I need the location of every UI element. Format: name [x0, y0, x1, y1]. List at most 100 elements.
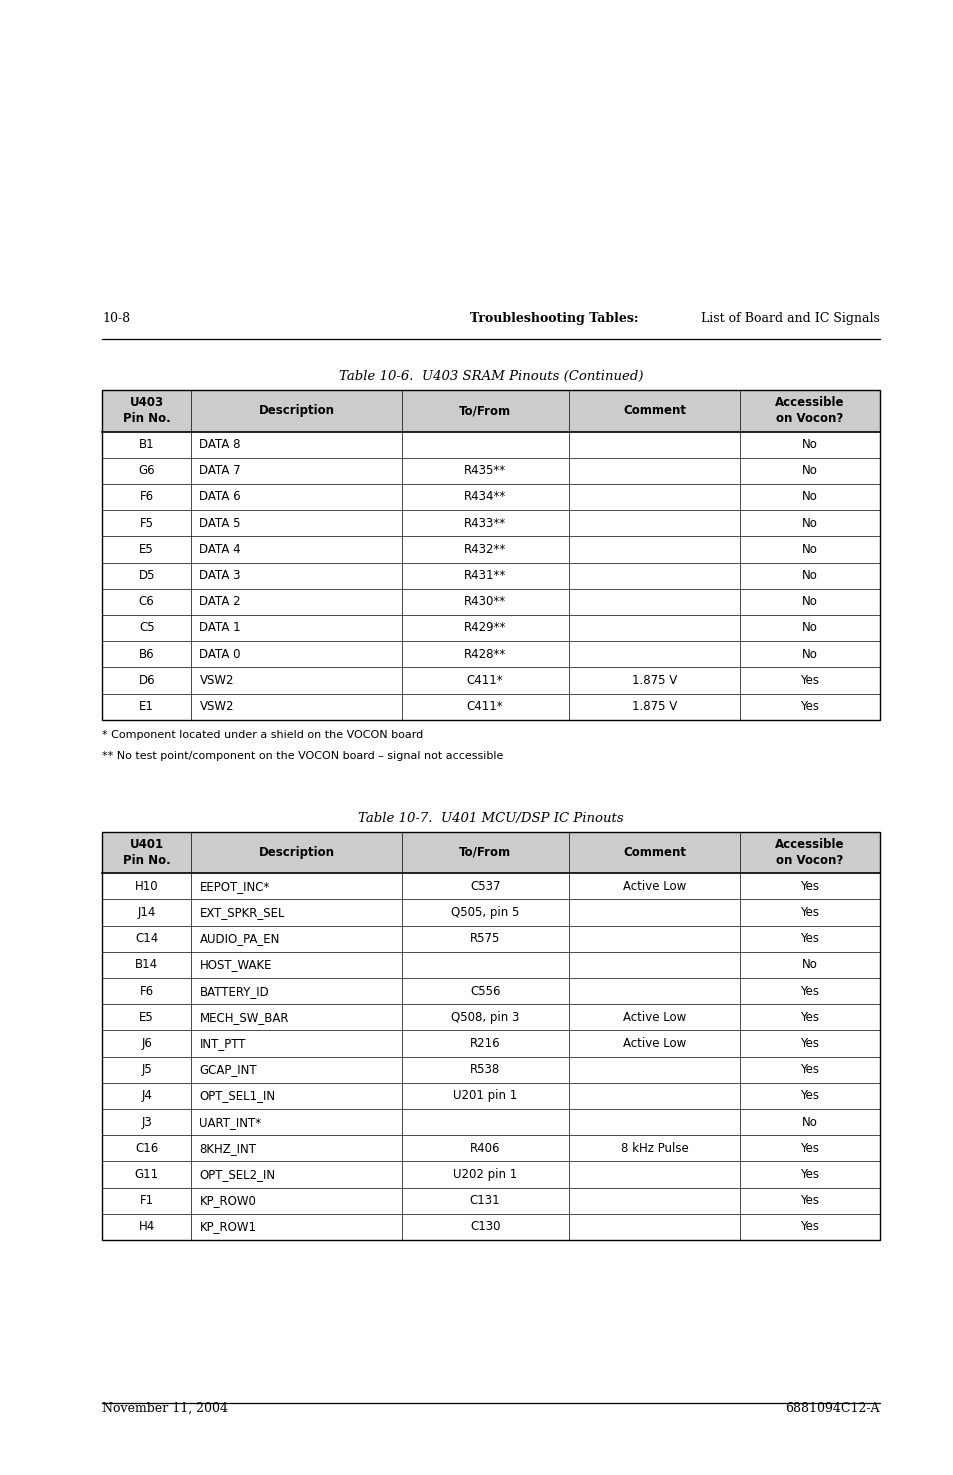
Text: No: No [801, 1115, 817, 1128]
Text: U201 pin 1: U201 pin 1 [453, 1090, 517, 1102]
Text: B14: B14 [135, 959, 158, 972]
Text: DATA 2: DATA 2 [199, 596, 241, 608]
Text: J3: J3 [141, 1115, 152, 1128]
Text: No: No [801, 621, 817, 634]
Text: Yes: Yes [800, 701, 819, 712]
Text: Comment: Comment [622, 404, 685, 417]
Text: EEPOT_INC*: EEPOT_INC* [199, 879, 270, 892]
Text: R216: R216 [470, 1037, 500, 1050]
Text: R430**: R430** [463, 596, 506, 608]
Text: H10: H10 [134, 879, 158, 892]
Text: OPT_SEL2_IN: OPT_SEL2_IN [199, 1168, 275, 1181]
Text: Comment: Comment [622, 847, 685, 858]
Text: No: No [801, 569, 817, 583]
Text: Table 10-6.  U403 SRAM Pinouts (Continued): Table 10-6. U403 SRAM Pinouts (Continued… [338, 370, 642, 384]
Text: B6: B6 [139, 648, 154, 661]
Text: No: No [801, 596, 817, 608]
Text: DATA 6: DATA 6 [199, 491, 241, 503]
Text: No: No [801, 491, 817, 503]
Text: DATA 1: DATA 1 [199, 621, 241, 634]
Text: OPT_SEL1_IN: OPT_SEL1_IN [199, 1090, 275, 1102]
Text: C556: C556 [470, 985, 500, 997]
Text: C537: C537 [470, 879, 500, 892]
Text: R429**: R429** [463, 621, 506, 634]
Text: No: No [801, 648, 817, 661]
Text: E5: E5 [139, 543, 154, 556]
Text: Yes: Yes [800, 932, 819, 945]
Text: J4: J4 [141, 1090, 152, 1102]
Bar [102, 832, 879, 873]
Text: List of Board and IC Signals: List of Board and IC Signals [697, 313, 879, 324]
Text: DATA 8: DATA 8 [199, 438, 241, 451]
Text: Q505, pin 5: Q505, pin 5 [451, 906, 518, 919]
Text: Yes: Yes [800, 1195, 819, 1207]
Text: AUDIO_PA_EN: AUDIO_PA_EN [199, 932, 279, 945]
Text: R406: R406 [470, 1142, 500, 1155]
Text: E5: E5 [139, 1010, 154, 1024]
Text: EXT_SPKR_SEL: EXT_SPKR_SEL [199, 906, 285, 919]
Text: No: No [801, 438, 817, 451]
Text: DATA 3: DATA 3 [199, 569, 241, 583]
Text: 8 kHz Pulse: 8 kHz Pulse [619, 1142, 687, 1155]
Text: To/From: To/From [458, 847, 511, 858]
Text: 1.875 V: 1.875 V [631, 674, 677, 687]
Text: J5: J5 [141, 1063, 152, 1077]
Text: D5: D5 [138, 569, 154, 583]
Text: R434**: R434** [463, 491, 506, 503]
Text: GCAP_INT: GCAP_INT [199, 1063, 256, 1077]
Text: 6881094C12-A: 6881094C12-A [784, 1403, 879, 1415]
Text: To/From: To/From [458, 404, 511, 417]
Text: Yes: Yes [800, 985, 819, 997]
Text: C130: C130 [470, 1220, 500, 1233]
Text: U202 pin 1: U202 pin 1 [453, 1168, 517, 1181]
Text: DATA 7: DATA 7 [199, 465, 241, 478]
Text: R432**: R432** [463, 543, 506, 556]
Text: Yes: Yes [800, 1142, 819, 1155]
Text: Q508, pin 3: Q508, pin 3 [451, 1010, 518, 1024]
Text: Yes: Yes [800, 879, 819, 892]
Text: KP_ROW1: KP_ROW1 [199, 1220, 256, 1233]
Text: Table 10-7.  U401 MCU/DSP IC Pinouts: Table 10-7. U401 MCU/DSP IC Pinouts [357, 811, 623, 825]
Text: U403
Pin No.: U403 Pin No. [123, 397, 171, 425]
Text: * Component located under a shield on the VOCON board: * Component located under a shield on th… [102, 730, 423, 739]
Text: Active Low: Active Low [622, 1010, 685, 1024]
Text: KP_ROW0: KP_ROW0 [199, 1195, 256, 1207]
Text: VSW2: VSW2 [199, 674, 233, 687]
Text: MECH_SW_BAR: MECH_SW_BAR [199, 1010, 289, 1024]
Text: DATA 0: DATA 0 [199, 648, 241, 661]
Text: F5: F5 [139, 516, 153, 530]
Text: ** No test point/component on the VOCON board – signal not accessible: ** No test point/component on the VOCON … [102, 751, 503, 761]
Text: C131: C131 [470, 1195, 500, 1207]
Text: J14: J14 [137, 906, 155, 919]
Text: U401
Pin No.: U401 Pin No. [123, 838, 171, 867]
Text: F1: F1 [139, 1195, 153, 1207]
Text: Description: Description [258, 404, 335, 417]
Text: Active Low: Active Low [622, 1037, 685, 1050]
Text: H4: H4 [138, 1220, 154, 1233]
Text: R435**: R435** [463, 465, 506, 478]
Text: D6: D6 [138, 674, 155, 687]
Text: UART_INT*: UART_INT* [199, 1115, 261, 1128]
Text: G11: G11 [134, 1168, 158, 1181]
Text: BATTERY_ID: BATTERY_ID [199, 985, 269, 997]
Text: R431**: R431** [463, 569, 506, 583]
Text: Yes: Yes [800, 674, 819, 687]
Text: VSW2: VSW2 [199, 701, 233, 712]
Text: R433**: R433** [463, 516, 506, 530]
Text: Yes: Yes [800, 1010, 819, 1024]
Text: 8KHZ_INT: 8KHZ_INT [199, 1142, 256, 1155]
Text: November 11, 2004: November 11, 2004 [102, 1403, 228, 1415]
Text: F6: F6 [139, 985, 153, 997]
Text: DATA 4: DATA 4 [199, 543, 241, 556]
Text: No: No [801, 516, 817, 530]
Text: R575: R575 [470, 932, 499, 945]
Text: C5: C5 [139, 621, 154, 634]
Text: Yes: Yes [800, 1168, 819, 1181]
Bar [102, 832, 879, 1240]
Text: Accessible
on Vocon?: Accessible on Vocon? [775, 397, 843, 425]
Text: R538: R538 [470, 1063, 499, 1077]
Bar [102, 389, 879, 720]
Text: C411*: C411* [466, 674, 503, 687]
Text: Yes: Yes [800, 1063, 819, 1077]
Text: Yes: Yes [800, 1090, 819, 1102]
